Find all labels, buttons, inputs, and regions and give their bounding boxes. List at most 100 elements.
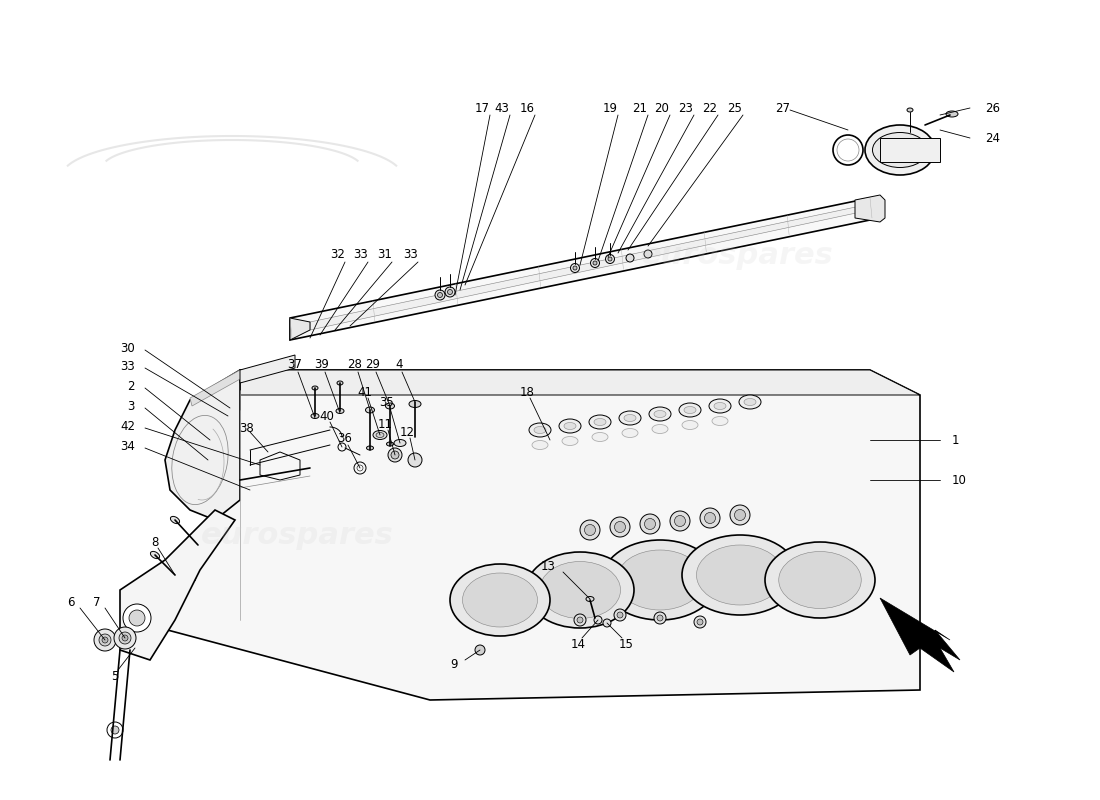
Ellipse shape bbox=[712, 417, 728, 426]
Text: 4: 4 bbox=[395, 358, 403, 371]
Circle shape bbox=[123, 604, 151, 632]
Text: 37: 37 bbox=[287, 358, 303, 371]
Circle shape bbox=[111, 726, 119, 734]
Ellipse shape bbox=[594, 418, 606, 426]
Ellipse shape bbox=[409, 401, 421, 407]
Circle shape bbox=[617, 612, 623, 618]
Circle shape bbox=[574, 614, 586, 626]
Polygon shape bbox=[240, 370, 920, 395]
Polygon shape bbox=[290, 198, 870, 340]
Text: 20: 20 bbox=[654, 102, 670, 114]
Ellipse shape bbox=[462, 573, 538, 627]
Circle shape bbox=[645, 518, 656, 530]
Circle shape bbox=[697, 619, 703, 625]
Polygon shape bbox=[120, 510, 235, 660]
Circle shape bbox=[129, 610, 145, 626]
Text: 43: 43 bbox=[495, 102, 509, 114]
Circle shape bbox=[593, 261, 597, 265]
Circle shape bbox=[605, 254, 615, 263]
Polygon shape bbox=[290, 318, 310, 340]
Ellipse shape bbox=[886, 140, 914, 160]
Text: 30: 30 bbox=[120, 342, 135, 354]
Ellipse shape bbox=[616, 550, 704, 610]
Circle shape bbox=[594, 616, 602, 624]
Ellipse shape bbox=[386, 442, 394, 446]
Ellipse shape bbox=[624, 414, 636, 422]
Circle shape bbox=[730, 505, 750, 525]
Ellipse shape bbox=[588, 415, 610, 429]
Circle shape bbox=[107, 722, 123, 738]
Text: 27: 27 bbox=[776, 102, 791, 114]
Circle shape bbox=[580, 520, 600, 540]
Ellipse shape bbox=[311, 414, 319, 418]
Ellipse shape bbox=[532, 441, 548, 450]
Ellipse shape bbox=[619, 411, 641, 425]
Circle shape bbox=[654, 612, 666, 624]
Polygon shape bbox=[310, 204, 870, 330]
Text: 7: 7 bbox=[92, 597, 100, 610]
Polygon shape bbox=[880, 138, 940, 162]
Text: 8: 8 bbox=[152, 535, 158, 549]
Text: 2: 2 bbox=[128, 379, 135, 393]
Polygon shape bbox=[240, 355, 295, 383]
Circle shape bbox=[608, 257, 612, 261]
Polygon shape bbox=[855, 195, 886, 222]
Text: 41: 41 bbox=[358, 386, 373, 398]
Circle shape bbox=[591, 258, 600, 267]
Text: 39: 39 bbox=[315, 358, 329, 371]
Ellipse shape bbox=[365, 407, 374, 413]
Ellipse shape bbox=[946, 111, 958, 117]
Circle shape bbox=[448, 290, 452, 294]
Circle shape bbox=[694, 616, 706, 628]
Ellipse shape bbox=[564, 422, 576, 430]
Ellipse shape bbox=[679, 403, 701, 417]
Text: 5: 5 bbox=[111, 670, 119, 682]
Circle shape bbox=[644, 250, 652, 258]
Circle shape bbox=[626, 254, 634, 262]
Circle shape bbox=[735, 510, 746, 521]
Text: 33: 33 bbox=[404, 249, 418, 262]
Text: 24: 24 bbox=[984, 131, 1000, 145]
Ellipse shape bbox=[366, 446, 374, 450]
Ellipse shape bbox=[739, 395, 761, 409]
Text: 32: 32 bbox=[331, 249, 345, 262]
Ellipse shape bbox=[682, 421, 698, 430]
Ellipse shape bbox=[764, 542, 875, 618]
Ellipse shape bbox=[865, 125, 935, 175]
Circle shape bbox=[475, 645, 485, 655]
Circle shape bbox=[114, 627, 136, 649]
Ellipse shape bbox=[526, 552, 634, 628]
Text: 42: 42 bbox=[120, 419, 135, 433]
Circle shape bbox=[122, 635, 128, 641]
Text: 40: 40 bbox=[320, 410, 334, 422]
Text: 26: 26 bbox=[984, 102, 1000, 114]
Circle shape bbox=[578, 617, 583, 623]
Text: 11: 11 bbox=[377, 418, 393, 430]
Ellipse shape bbox=[586, 597, 594, 602]
Ellipse shape bbox=[649, 407, 671, 421]
Text: 29: 29 bbox=[365, 358, 381, 371]
Ellipse shape bbox=[539, 562, 620, 618]
Polygon shape bbox=[165, 370, 240, 520]
Text: 22: 22 bbox=[703, 102, 717, 114]
Text: 35: 35 bbox=[379, 395, 395, 409]
Text: 1: 1 bbox=[952, 434, 959, 446]
Ellipse shape bbox=[450, 564, 550, 636]
Polygon shape bbox=[190, 370, 242, 406]
Text: 31: 31 bbox=[377, 249, 393, 262]
Circle shape bbox=[610, 517, 630, 537]
Circle shape bbox=[640, 514, 660, 534]
Ellipse shape bbox=[714, 402, 726, 410]
Ellipse shape bbox=[385, 403, 395, 409]
Circle shape bbox=[657, 615, 663, 621]
Ellipse shape bbox=[336, 409, 344, 414]
Text: 23: 23 bbox=[679, 102, 693, 114]
Text: 6: 6 bbox=[67, 597, 75, 610]
Circle shape bbox=[408, 453, 422, 467]
Text: 14: 14 bbox=[571, 638, 585, 650]
Text: 21: 21 bbox=[632, 102, 648, 114]
Circle shape bbox=[704, 513, 715, 523]
Text: 25: 25 bbox=[727, 102, 742, 114]
Ellipse shape bbox=[312, 386, 318, 390]
Ellipse shape bbox=[652, 425, 668, 434]
